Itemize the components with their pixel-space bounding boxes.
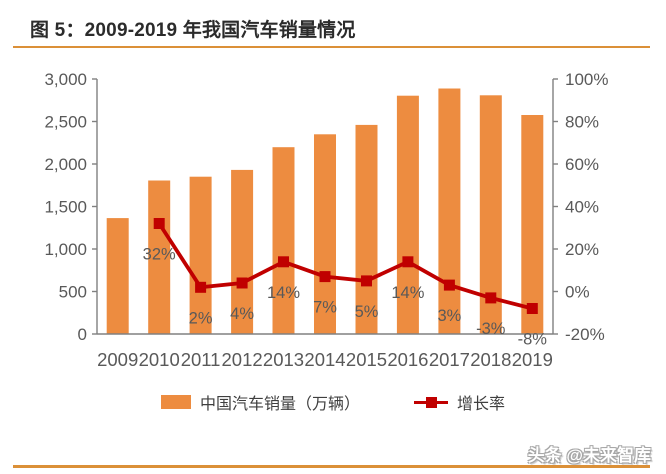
title-accent-rule bbox=[13, 46, 650, 48]
growth-marker-2014 bbox=[319, 271, 331, 283]
growth-point-label-2016: 14% bbox=[391, 284, 424, 302]
left-tick-label: 1,500 bbox=[44, 198, 87, 217]
right-tick-label: 100% bbox=[565, 70, 608, 89]
growth-marker-2010 bbox=[153, 218, 165, 229]
growth-marker-2017 bbox=[443, 279, 455, 291]
growth-marker-2011 bbox=[195, 281, 207, 293]
category-label-2018: 2018 bbox=[470, 349, 511, 370]
category-label-2014: 2014 bbox=[304, 349, 345, 370]
watermark: 头条 @未来智库 bbox=[527, 446, 651, 465]
bar-2009 bbox=[106, 218, 129, 334]
bar-series-swatch-icon bbox=[160, 395, 191, 409]
growth-point-label-2011: 2% bbox=[189, 309, 213, 327]
right-tick-label: 40% bbox=[565, 198, 599, 217]
right-tick-label: 60% bbox=[565, 155, 599, 174]
growth-marker-2012 bbox=[236, 277, 248, 289]
growth-point-label-2018: -3% bbox=[476, 320, 506, 338]
legend-item-growth: 增长率 bbox=[414, 390, 505, 414]
bar-2012 bbox=[231, 169, 254, 334]
growth-point-label-2019: -8% bbox=[518, 331, 548, 349]
growth-marker-2013 bbox=[278, 256, 289, 268]
growth-marker-2016 bbox=[402, 256, 414, 268]
right-tick-label: -20% bbox=[565, 325, 605, 344]
growth-marker-2019 bbox=[526, 303, 538, 314]
bar-2016 bbox=[396, 95, 419, 334]
growth-line bbox=[157, 222, 533, 311]
bottom-accent-rule bbox=[13, 465, 650, 468]
right-tick-label: 0% bbox=[565, 283, 590, 302]
growth-point-label-2013: 14% bbox=[267, 284, 300, 302]
bar-2018 bbox=[479, 95, 502, 334]
right-tick-label: 20% bbox=[565, 240, 599, 259]
bar-2019 bbox=[521, 115, 544, 334]
bar-2013 bbox=[272, 147, 295, 334]
chart-legend: 中国汽车销量（万辆） 增长率 bbox=[0, 390, 666, 414]
category-label-2012: 2012 bbox=[222, 349, 263, 370]
growth-point-label-2010: 32% bbox=[143, 246, 176, 264]
legend-label-sales: 中国汽车销量（万辆） bbox=[199, 396, 360, 413]
category-label-2019: 2019 bbox=[512, 349, 553, 370]
category-label-2017: 2017 bbox=[429, 349, 470, 370]
line-swatch-marker bbox=[426, 396, 437, 408]
right-tick-label: 80% bbox=[565, 113, 599, 132]
left-tick-label: 2,000 bbox=[44, 155, 87, 174]
bar-2014 bbox=[314, 134, 336, 334]
bar-2011 bbox=[189, 176, 212, 334]
category-label-2011: 2011 bbox=[181, 349, 221, 370]
category-label-2013: 2013 bbox=[263, 349, 304, 370]
category-label-2016: 2016 bbox=[387, 349, 428, 370]
bar-2017 bbox=[438, 88, 461, 334]
left-tick-label: 2,500 bbox=[44, 113, 87, 132]
left-tick-label: 1,000 bbox=[44, 240, 87, 259]
growth-point-label-2017: 3% bbox=[437, 307, 461, 325]
category-label-2009: 2009 bbox=[97, 349, 138, 370]
line-series-swatch-icon bbox=[414, 396, 448, 408]
growth-marker-2015 bbox=[361, 275, 372, 287]
growth-point-label-2015: 5% bbox=[355, 303, 379, 321]
growth-marker-2018 bbox=[485, 292, 497, 304]
growth-point-label-2012: 4% bbox=[230, 305, 254, 323]
category-label-2010: 2010 bbox=[139, 349, 180, 370]
left-tick-label: 500 bbox=[59, 283, 87, 302]
left-tick-label: 3,000 bbox=[44, 70, 87, 89]
growth-point-label-2014: 7% bbox=[313, 299, 337, 317]
legend-item-sales: 中国汽车销量（万辆） bbox=[160, 390, 360, 414]
category-label-2015: 2015 bbox=[346, 349, 387, 370]
figure-title: 图 5：2009-2019 年我国汽车销量情况 bbox=[30, 20, 356, 41]
left-tick-label: 0 bbox=[78, 325, 87, 344]
legend-label-growth: 增长率 bbox=[457, 396, 506, 413]
auto-sales-combo-chart: 0 500 1,000 1,500 2,000 2,500 3,000 -20% 0% 20% 40… bbox=[44, 70, 608, 370]
